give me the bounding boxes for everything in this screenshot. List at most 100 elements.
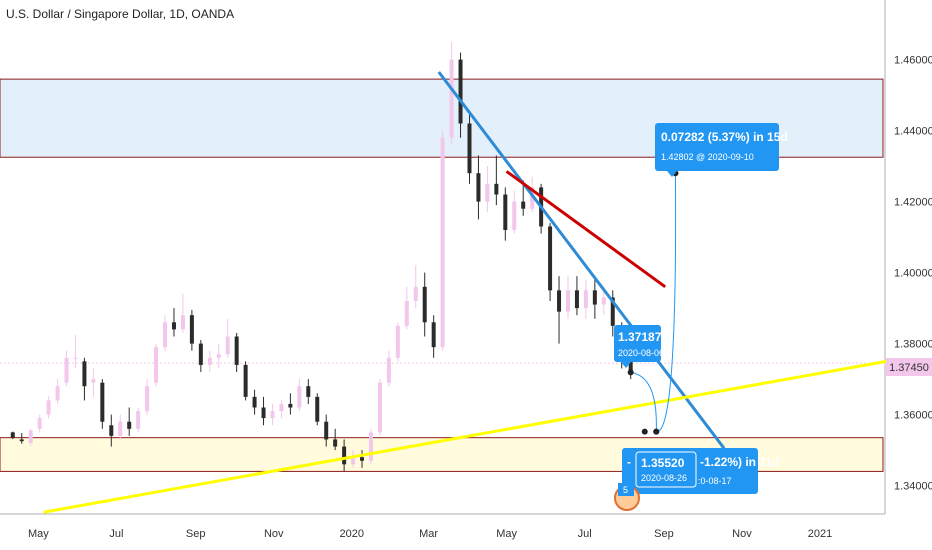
x-tick-label-5: Mar xyxy=(419,528,438,540)
event-badge[interactable]: 5 xyxy=(614,483,640,511)
rise-projection xyxy=(656,173,677,433)
x-tick-label-3: Nov xyxy=(264,528,284,540)
candle-body-55 xyxy=(503,194,508,230)
candle-body-11 xyxy=(109,425,114,436)
point-date-text: 2020-08-06 xyxy=(618,348,664,358)
point-price-label[interactable]: 1.37187 2020-08-06 xyxy=(614,325,664,368)
x-tick-label-9: Nov xyxy=(732,528,752,540)
candle-body-60 xyxy=(548,226,553,291)
candle-body-26 xyxy=(243,364,248,397)
candle-body-66 xyxy=(601,297,606,305)
x-tick-label-8: Sep xyxy=(654,528,674,540)
trendlines-layer[interactable] xyxy=(43,71,891,514)
red-trendline xyxy=(505,170,667,289)
drop-sub-text: :0-08-17 xyxy=(698,476,732,486)
y-tick-label-4: 1.38000 xyxy=(894,339,932,351)
candle-body-63 xyxy=(574,290,579,309)
candle-body-52 xyxy=(476,173,481,202)
candle-body-37 xyxy=(342,446,347,465)
candle-body-9 xyxy=(91,379,96,383)
y-tick-label-6: 1.34000 xyxy=(894,481,932,493)
candle-body-12 xyxy=(118,421,123,436)
candle-body-67 xyxy=(610,297,615,326)
candle-body-54 xyxy=(494,183,499,195)
x-tick-label-4: 2020 xyxy=(340,528,364,540)
candle-body-47 xyxy=(431,322,436,348)
candle-body-7 xyxy=(73,357,78,359)
candle-body-48 xyxy=(440,137,445,348)
candle-body-17 xyxy=(163,322,168,348)
drop-main-text: -1.22%) in 11d xyxy=(700,455,779,469)
grid-layer xyxy=(0,0,886,515)
candle-body-10 xyxy=(100,382,105,422)
x-tick-label-7: Jul xyxy=(578,528,592,540)
candle-body-24 xyxy=(225,336,230,355)
drop-projection-start-dot xyxy=(627,369,634,376)
candle-body-44 xyxy=(404,301,409,326)
candle-body-30 xyxy=(279,403,284,412)
drop-projection-mid-dot xyxy=(641,428,648,435)
candle-body-61 xyxy=(557,290,562,312)
candle-body-8 xyxy=(82,361,87,387)
x-tick-label-1: Jul xyxy=(109,528,123,540)
candle-body-15 xyxy=(145,386,150,412)
blue-trendline xyxy=(437,71,726,450)
candle-body-23 xyxy=(216,354,221,358)
drop-prefix-text: - xyxy=(627,455,631,469)
y-tick-label-1: 1.44000 xyxy=(894,126,932,138)
chart-title: U.S. Dollar / Singapore Dollar, 1D, OAND… xyxy=(6,7,234,21)
y-tick-label-5: 1.36000 xyxy=(894,410,932,422)
candle-body-6 xyxy=(64,357,69,383)
last-price-tag: 1.37450 xyxy=(886,358,932,376)
y-tick-label-3: 1.40000 xyxy=(894,268,932,280)
candle-body-2 xyxy=(28,430,33,443)
candle-body-51 xyxy=(467,123,472,174)
candle-body-69 xyxy=(628,361,633,373)
y-tick-label-0: 1.46000 xyxy=(894,55,932,67)
rise-projection-label[interactable]: 0.07282 (5.37%) in 15d 1.42802 @ 2020-09… xyxy=(655,123,788,177)
annotations-layer: 0.07282 (5.37%) in 15d 1.42802 @ 2020-09… xyxy=(6,7,932,511)
candle-body-65 xyxy=(592,290,597,305)
rise-sub-text: 1.42802 @ 2020-09-10 xyxy=(661,152,754,162)
candle-body-32 xyxy=(297,386,302,408)
candle-body-40 xyxy=(368,432,373,461)
candle-body-33 xyxy=(306,386,311,397)
yellow-trendline xyxy=(43,359,891,514)
drop-date-text: 2020-08-26 xyxy=(641,473,687,483)
candle-body-21 xyxy=(198,343,203,365)
candle-body-58 xyxy=(530,187,535,209)
candle-body-39 xyxy=(360,457,365,461)
axes-layer: 1.46000 1.44000 1.42000 1.40000 1.38000 1.360… xyxy=(28,55,932,540)
drop-price-label[interactable]: 1.35520 2020-08-26 xyxy=(635,451,697,488)
candle-body-29 xyxy=(270,411,275,419)
candle-body-45 xyxy=(413,286,418,301)
point-price-text: 1.37187 xyxy=(618,330,662,344)
candle-body-22 xyxy=(207,357,212,365)
candle-body-64 xyxy=(583,290,588,309)
candle-body-28 xyxy=(261,407,266,419)
drop-price-text: 1.35520 xyxy=(641,456,685,470)
candle-body-36 xyxy=(333,439,338,447)
candle-body-34 xyxy=(315,396,320,422)
candles-layer xyxy=(10,41,633,472)
x-tick-label-0: May xyxy=(28,528,49,540)
candle-body-18 xyxy=(171,322,176,330)
candle-body-49 xyxy=(449,59,454,138)
x-tick-label-2: Sep xyxy=(186,528,206,540)
candle-body-38 xyxy=(351,457,356,465)
candle-body-53 xyxy=(485,183,490,202)
last-price-text: 1.37450 xyxy=(889,362,929,374)
y-tick-label-2: 1.42000 xyxy=(894,197,932,209)
candle-body-3 xyxy=(37,418,42,429)
candle-body-5 xyxy=(55,386,60,401)
candle-body-0 xyxy=(10,432,15,438)
drop-projection xyxy=(630,371,657,432)
candle-body-16 xyxy=(154,347,159,383)
rise-main-text: 0.07282 (5.37%) in 15d xyxy=(661,130,788,144)
rise-projection-start-dot xyxy=(653,428,660,435)
candle-body-56 xyxy=(512,201,517,230)
candle-body-31 xyxy=(288,403,293,408)
candle-body-43 xyxy=(395,325,400,358)
